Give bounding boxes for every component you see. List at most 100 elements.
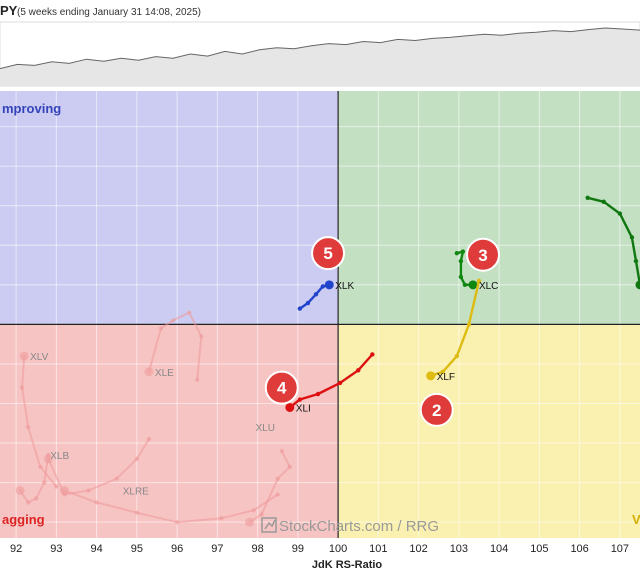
tail-point-xlc — [460, 249, 466, 254]
tail-point-xlu — [245, 517, 255, 527]
watermark-text: StockCharts.com / RRG — [279, 518, 439, 535]
tail-point-xle — [170, 318, 176, 323]
tail-point-xly — [617, 211, 623, 216]
tail-point-xlb — [46, 452, 51, 458]
x-tick-label: 98 — [251, 543, 263, 555]
tail-point-xli — [315, 391, 321, 397]
tail-point-xly — [629, 235, 635, 240]
badge-label-2: 2 — [432, 401, 441, 420]
symbol-label-xlf: XLF — [437, 372, 455, 383]
tail-point-xlf — [476, 278, 482, 284]
tail-point-xlc — [458, 258, 464, 264]
tail-point-xli — [356, 368, 361, 373]
tail-point-xlk — [320, 284, 326, 289]
tail-point-xlre — [134, 456, 140, 462]
tail-point-xlb — [42, 480, 47, 485]
tail-point-xlk — [324, 280, 334, 290]
tail-point-xli — [285, 402, 295, 412]
tail-point-xlc — [468, 280, 478, 290]
symbol-label-xlre: XLRE — [123, 487, 149, 498]
tail-point-xle — [199, 334, 204, 339]
tail-point-xlc — [462, 282, 468, 288]
quadrant-improving — [0, 91, 339, 325]
quadrant-lagging — [0, 324, 339, 538]
badge-5 — [311, 236, 346, 271]
tail-line-xly — [586, 196, 640, 286]
x-axis-label: JdK RS-Ratio — [312, 559, 383, 571]
x-tick-label: 106 — [570, 543, 588, 555]
tail-point-xle — [144, 367, 154, 377]
rotation-tails — [15, 195, 640, 527]
tail-point-xlp — [219, 516, 224, 521]
tail-point-xlre — [146, 436, 152, 442]
x-tick-label: 96 — [171, 543, 183, 555]
quadrant-label-lagging: agging — [2, 512, 45, 527]
chart-symbol: PY — [0, 3, 18, 18]
symbol-label-xle: XLE — [155, 368, 174, 379]
x-tick-label: 92 — [10, 543, 22, 555]
x-tick-label: 103 — [450, 543, 468, 555]
tail-point-xlf — [454, 353, 460, 359]
badge-label-3: 3 — [478, 246, 487, 265]
tail-point-xlc — [458, 274, 464, 280]
tail-point-xly — [635, 280, 640, 290]
tail-point-xlp — [174, 519, 180, 525]
tail-point-xlf — [426, 371, 436, 381]
symbol-label-xlb: XLB — [50, 451, 69, 462]
x-tick-label: 101 — [369, 543, 387, 555]
annotation-badges: 53421 — [264, 236, 501, 427]
x-tick-label: 97 — [211, 543, 223, 555]
tail-line-xle — [147, 311, 203, 381]
tail-point-xlre — [114, 476, 119, 481]
tail-point-xlb — [34, 496, 39, 501]
symbol-label-xli: XLI — [296, 403, 311, 414]
x-tick-label: 94 — [90, 543, 102, 555]
tail-point-xlv — [19, 385, 25, 390]
tail-point-xlre — [86, 488, 91, 493]
chart-subtitle: (5 weeks ending January 31 14:08, 2025) — [17, 7, 201, 18]
quadrant-label-improving: mproving — [2, 101, 61, 116]
tail-point-xli — [337, 380, 343, 386]
tail-point-xlp — [275, 492, 280, 497]
tail-point-xlc — [454, 250, 460, 256]
x-tick-label: 107 — [611, 543, 629, 555]
benchmark-panel — [0, 21, 640, 87]
symbol-label-xlv: XLV — [30, 352, 48, 363]
tail-point-xlp — [94, 500, 99, 505]
tail-point-xlf — [466, 322, 472, 327]
x-tick-label: 102 — [409, 543, 427, 555]
tail-point-xle — [195, 377, 200, 382]
badge-4 — [264, 370, 299, 405]
tail-point-xlu — [279, 448, 284, 454]
tail-point-xli — [370, 352, 375, 357]
symbol-label-xlk: XLK — [335, 281, 354, 292]
badge-label-5: 5 — [323, 244, 332, 263]
tail-point-xlv — [19, 351, 29, 361]
tail-point-xlp — [59, 486, 69, 496]
tail-point-xlu — [275, 476, 280, 481]
tail-point-xlp — [134, 510, 140, 515]
benchmark-line — [0, 27, 640, 70]
symbol-label-xlc: XLC — [479, 281, 498, 292]
x-tick-label: 95 — [131, 543, 143, 555]
tail-point-xlp — [251, 508, 256, 513]
tail-point-xly — [585, 195, 590, 201]
tail-point-xlk — [313, 292, 319, 297]
tail-point-xlb — [25, 500, 31, 505]
x-tick-label: 105 — [530, 543, 548, 555]
x-tick-label: 104 — [490, 543, 508, 555]
tail-point-xlb — [15, 486, 25, 496]
badge-3 — [466, 237, 501, 272]
tail-point-xle — [158, 326, 164, 331]
badge-label-4: 4 — [277, 379, 287, 398]
quadrant-weakening — [338, 324, 640, 538]
badge-2 — [419, 392, 454, 427]
tail-point-xli — [297, 397, 303, 402]
tail-point-xly — [601, 199, 606, 204]
tail-point-xlv — [54, 484, 59, 489]
tail-point-xlk — [305, 300, 311, 306]
tail-point-xlv — [25, 425, 31, 430]
symbol-label-xlu: XLU — [256, 423, 275, 434]
x-tick-label: 100 — [329, 543, 347, 555]
